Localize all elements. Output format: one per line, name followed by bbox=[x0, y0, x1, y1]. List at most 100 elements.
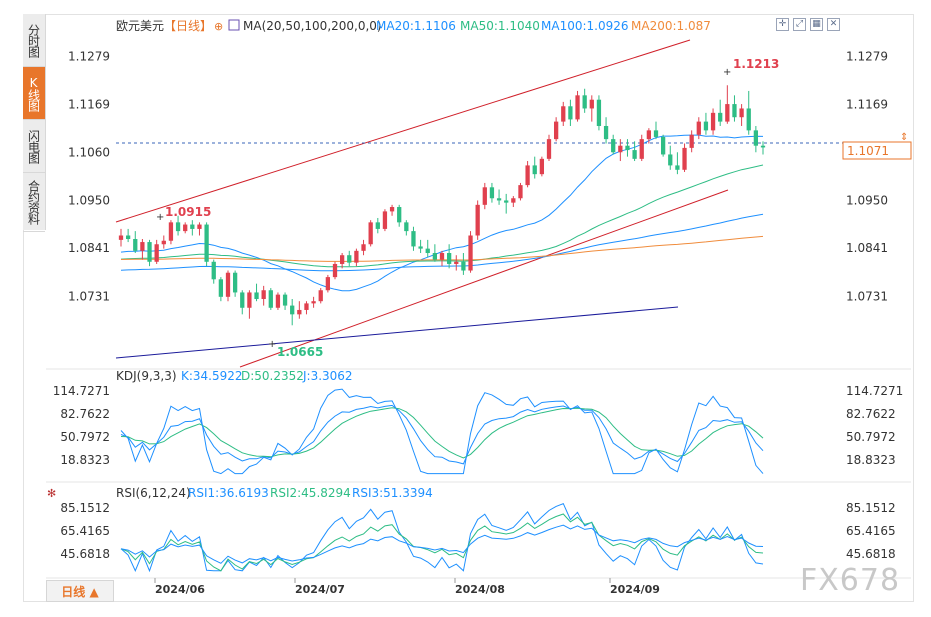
x-axis: 2024/06 2024/07 2024/08 2024/09 bbox=[154, 578, 660, 596]
candle-body bbox=[175, 222, 181, 232]
candle-body bbox=[311, 301, 316, 304]
candle-body bbox=[275, 294, 281, 308]
annotation-1-1213: 1.1213 bbox=[733, 57, 779, 71]
candle-body bbox=[411, 231, 416, 247]
candle-body bbox=[589, 99, 594, 109]
candle-body bbox=[133, 238, 138, 251]
candle-body bbox=[732, 104, 737, 118]
candle-body bbox=[660, 136, 666, 155]
rsi-tick-left: 45.6818 bbox=[60, 547, 110, 561]
candle-body bbox=[375, 222, 380, 229]
candle-body bbox=[382, 211, 388, 229]
candle-body bbox=[596, 99, 602, 126]
candle-body bbox=[389, 207, 395, 212]
ma-value: MA100:1.0926 bbox=[541, 19, 629, 33]
rsi-tick-right: 65.4165 bbox=[846, 524, 896, 538]
settings-icon[interactable]: ⊕ bbox=[214, 20, 223, 33]
candle-body bbox=[454, 261, 459, 264]
x-tick-label: 2024/06 bbox=[155, 583, 205, 596]
tab-flash[interactable]: 闪电图 bbox=[23, 120, 45, 173]
candle-body bbox=[489, 187, 495, 199]
period-toggle-button[interactable]: 日线 ▲ bbox=[46, 580, 114, 602]
symbol-name: 欧元美元 bbox=[116, 19, 164, 33]
candle-body bbox=[354, 250, 359, 263]
annotation-marker: + bbox=[156, 212, 164, 223]
candle-body bbox=[125, 235, 131, 239]
rsi-value: RSI3:51.3394 bbox=[352, 486, 433, 500]
candle-body bbox=[304, 303, 309, 310]
candle-body bbox=[653, 130, 659, 137]
indicator-icon[interactable] bbox=[228, 19, 240, 31]
kdj-value: K:34.5922 bbox=[181, 369, 243, 383]
annotation-marker: + bbox=[723, 67, 731, 78]
candle-body bbox=[232, 272, 238, 293]
annotation-1-0665: 1.0665 bbox=[277, 345, 323, 359]
candle-body bbox=[404, 222, 409, 232]
expand-icon[interactable]: ⤢ bbox=[793, 18, 806, 31]
candle-body bbox=[282, 294, 288, 306]
annotation-marker: + bbox=[268, 339, 276, 350]
kdj-tick-left: 114.7271 bbox=[53, 384, 110, 398]
candle-body bbox=[532, 165, 537, 175]
candle-body bbox=[183, 224, 188, 232]
kdj-tick-right: 114.7271 bbox=[846, 384, 903, 398]
rsi-value: RSI1:36.6193 bbox=[188, 486, 269, 500]
chart-frame bbox=[23, 14, 914, 602]
candle-body bbox=[696, 121, 701, 135]
current-price-tag bbox=[842, 141, 912, 160]
crosshair-icon[interactable]: ✛ bbox=[776, 18, 789, 31]
candle-body bbox=[425, 248, 430, 254]
rsi-title: RSI(6,12,24) bbox=[116, 486, 191, 500]
candle-body bbox=[618, 145, 623, 153]
candle-body bbox=[325, 277, 331, 291]
x-tick-label: 2024/09 bbox=[610, 583, 660, 596]
candlesticks bbox=[118, 85, 766, 326]
candle-body bbox=[397, 207, 402, 223]
ma-params: MA(20,50,100,200,0,0) bbox=[243, 19, 382, 33]
candle-body bbox=[268, 290, 273, 308]
close-icon[interactable]: ✕ bbox=[827, 18, 840, 31]
grid-icon[interactable]: ▦ bbox=[810, 18, 823, 31]
candle-body bbox=[475, 204, 480, 236]
kdj-value: D:50.2352 bbox=[241, 369, 304, 383]
ma-value: MA200:1.087 bbox=[631, 19, 711, 33]
kdj-axis: 114.7271 114.7271 82.7622 82.7622 50.7972 50.… bbox=[53, 384, 904, 467]
tab-timeshare[interactable]: 分时图 bbox=[23, 14, 45, 67]
rsi-line bbox=[120, 524, 764, 564]
period-label[interactable]: 【日线】 bbox=[164, 19, 212, 33]
candle-body bbox=[753, 130, 759, 146]
candle-body bbox=[546, 139, 552, 159]
kdj-tick-left: 18.8323 bbox=[60, 453, 110, 467]
kdj-tick-right: 82.7622 bbox=[846, 407, 896, 421]
main-left-axis: 1.1279 1.1169 1.1060 1.0950 1.0841 1.0731 bbox=[68, 49, 110, 303]
candle-body bbox=[504, 200, 509, 203]
candle-body bbox=[468, 235, 473, 271]
candle-body bbox=[511, 198, 516, 203]
candle-body bbox=[254, 292, 259, 300]
kdj-title: KDJ(9,3,3) bbox=[116, 369, 177, 383]
ma-value: MA20:1.1106 bbox=[376, 19, 456, 33]
candle-body bbox=[625, 145, 630, 151]
candle-body bbox=[582, 95, 587, 109]
tab-kline[interactable]: K线图 bbox=[23, 67, 45, 120]
candle-body bbox=[710, 112, 716, 131]
candle-body bbox=[347, 255, 352, 263]
tab-contract-info[interactable]: 合约资料 bbox=[23, 173, 45, 232]
candle-body bbox=[603, 125, 609, 140]
candle-body bbox=[553, 121, 559, 140]
upper-channel-line bbox=[115, 39, 691, 223]
candle-body bbox=[689, 134, 694, 148]
candle-body bbox=[739, 108, 744, 118]
candle-body bbox=[261, 290, 266, 300]
rsi-settings-icon[interactable]: ✻ bbox=[47, 487, 56, 500]
candle-body bbox=[118, 235, 124, 240]
candle-body bbox=[496, 198, 502, 201]
candle-body bbox=[718, 112, 723, 122]
price-tick-right: 1.0841 bbox=[846, 241, 888, 255]
price-tick-left: 1.0841 bbox=[68, 241, 110, 255]
candle-body bbox=[361, 244, 366, 251]
candle-body bbox=[332, 263, 338, 278]
